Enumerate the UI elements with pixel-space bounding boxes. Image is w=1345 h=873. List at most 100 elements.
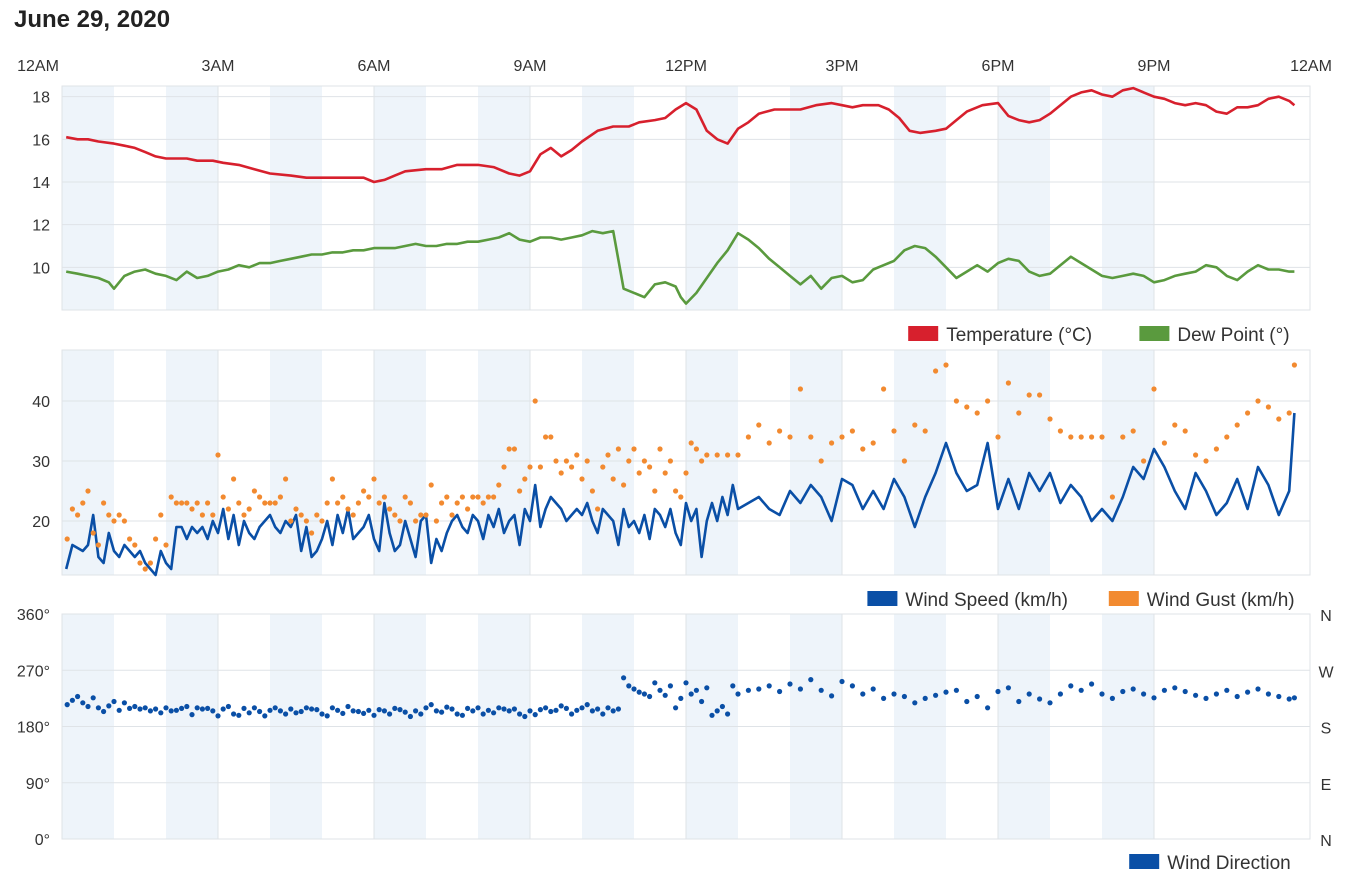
wind-gust-km-h-point — [1291, 362, 1297, 368]
wind-gust-km-h-point — [558, 470, 564, 476]
wind-gust-km-h-point — [413, 518, 419, 524]
wind-gust-km-h-point — [652, 488, 658, 494]
wind-gust-km-h-point — [870, 440, 876, 446]
wind-direction-point — [387, 711, 393, 717]
wind-gust-km-h-point — [1047, 416, 1053, 422]
wind-gust-km-h-point — [366, 494, 372, 500]
plot-border — [61, 349, 1311, 576]
wind-direction-point — [673, 705, 679, 711]
wind-direction-point — [355, 708, 361, 715]
wind-gust-km-h-point — [132, 542, 138, 548]
wind-direction-point — [496, 705, 502, 711]
wind-direction-point — [371, 712, 377, 718]
wind-direction-point — [1255, 686, 1261, 692]
wind-gust-km-h-point — [922, 428, 928, 434]
wind-direction-point — [111, 698, 117, 705]
wind-gust-km-h-point — [454, 500, 460, 506]
wind-direction-point — [1286, 696, 1292, 702]
wind-direction-point — [1120, 688, 1126, 695]
wind-direction-legend-label: Wind Direction — [1167, 853, 1291, 873]
wind-gust-km-h-point — [163, 542, 169, 548]
wind-direction-point — [595, 706, 601, 712]
wind-gust-km-h-point — [584, 458, 590, 464]
wind-gust-km-h-point — [1182, 428, 1188, 434]
legend: Wind Direction — [1129, 853, 1291, 873]
wind-direction-point — [745, 687, 752, 693]
wind-gust-km-h-point — [699, 458, 705, 464]
wind-gust-km-h-point — [1151, 386, 1157, 392]
wind-gust-km-h-point — [1255, 398, 1261, 404]
wind-direction-point — [1213, 691, 1219, 697]
wind-direction-point — [433, 708, 439, 714]
wind-direction-point — [413, 708, 419, 714]
wind-gust-km-h-point — [891, 428, 897, 434]
wind-gust-km-h-point — [1213, 446, 1219, 452]
wind-gust-km-h-point — [199, 512, 205, 518]
wind-direction-point — [376, 707, 382, 713]
wind-gust-km-h-point — [569, 464, 575, 470]
wind-direction-point — [1109, 695, 1115, 702]
wind-gust-km-h-point — [1130, 428, 1136, 434]
wind-gust-km-h-point — [610, 476, 616, 482]
wind-direction-point — [179, 705, 185, 712]
wind-gust-km-h-point — [1068, 434, 1074, 440]
wind-gust-km-h-legend-label: Wind Gust (km/h) — [1147, 590, 1295, 611]
wind-direction-point — [75, 693, 81, 700]
time-band — [790, 86, 842, 310]
wind-gust-km-h-point — [818, 458, 824, 464]
wind-direction-point — [335, 707, 341, 713]
wind-direction-point — [205, 705, 211, 712]
wind-gust-km-h-point — [543, 434, 549, 440]
wind-gust-km-h-point — [407, 500, 413, 506]
wind-gust-km-h-point — [298, 512, 304, 518]
wind-gust-km-h-point — [288, 518, 294, 524]
temperature-c-line — [65, 86, 1296, 184]
wind-gust-km-h-point — [595, 506, 601, 512]
wind-gust-km-h-point — [688, 440, 694, 446]
wind-direction-point — [475, 705, 481, 711]
wind-gust-km-h-point — [314, 512, 320, 518]
wind-direction-point — [849, 683, 856, 689]
wind-speed-km-h-line — [64, 412, 1296, 577]
time-band — [998, 86, 1050, 310]
wind-gust-km-h-point — [153, 536, 159, 542]
wind-gust-km-h-point — [1078, 434, 1084, 440]
y-tick-label: 180° — [17, 720, 50, 737]
wind-gust-km-h-point — [517, 488, 523, 494]
wind-direction-point — [943, 689, 949, 695]
wind-gust-km-h-point — [485, 494, 491, 500]
y-tick-label: 16 — [32, 132, 50, 149]
wind-direction-point — [626, 683, 632, 689]
wind-direction-point — [543, 705, 549, 711]
wind-direction-point — [147, 708, 153, 714]
wind-gust-km-h-point — [621, 482, 627, 488]
wind-direction-point — [449, 706, 455, 712]
wind-gust-km-h-point — [496, 482, 502, 488]
wind-direction-point — [985, 705, 991, 711]
wind-direction-point — [569, 711, 575, 717]
wind-direction-point — [709, 712, 715, 718]
wind-direction-legend-swatch — [1129, 854, 1160, 869]
wind-gust-km-h-legend-swatch — [1108, 591, 1139, 606]
wind-gust-km-h-point — [829, 440, 835, 446]
wind-gust-km-h-point — [589, 488, 596, 494]
x-tick-label: 9AM — [514, 58, 547, 75]
wind-gust-km-h-point — [423, 512, 429, 518]
wind-gust-km-h-point — [257, 494, 263, 500]
wind-direction-point — [699, 698, 705, 705]
wind-gust-km-h-point — [90, 530, 96, 536]
wind-direction-point — [527, 708, 533, 714]
wind-gust-km-h-point — [147, 560, 153, 566]
wind-direction-point — [860, 691, 866, 697]
wind-direction-point — [953, 687, 960, 693]
wind-direction-point — [615, 706, 622, 712]
time-band — [270, 350, 322, 575]
wind-gust-km-h-point — [111, 518, 117, 524]
wind-gust-km-h-point — [101, 500, 107, 506]
wind-direction-point — [1005, 685, 1012, 691]
wind-gust-km-h-point — [439, 500, 445, 506]
wind-gust-km-h-point — [205, 500, 211, 506]
wind-gust-km-h-point — [1276, 416, 1282, 422]
wind-direction-point — [361, 710, 367, 717]
